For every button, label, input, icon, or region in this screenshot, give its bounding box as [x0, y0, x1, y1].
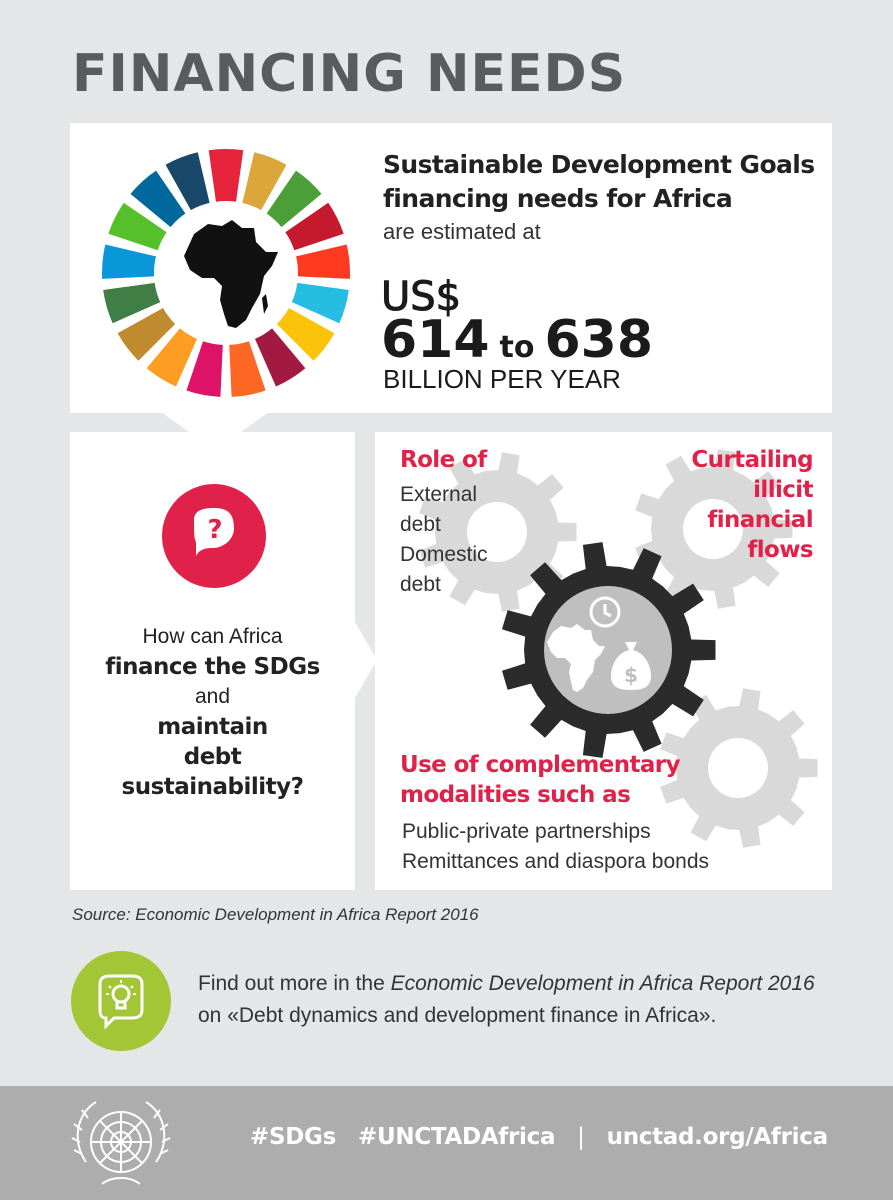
- sdg-wheel-segment: [296, 244, 350, 279]
- sdg-wheel-segment: [165, 152, 210, 211]
- curtailing-heading: Curtailing illicit financial flows: [691, 447, 813, 563]
- un-emblem-icon: [71, 1101, 171, 1185]
- role-list: External debt Domestic debt: [400, 480, 488, 600]
- range-to: to: [499, 330, 535, 365]
- financing-range: 614 to 638: [381, 310, 653, 382]
- range-low: 614: [381, 310, 490, 370]
- hashtag-unctadafrica[interactable]: #UNCTADAfrica: [358, 1124, 556, 1150]
- sdg-wheel-segment: [242, 152, 287, 211]
- sdg-wheel-segment: [229, 341, 266, 397]
- source-note: Source: Economic Development in Africa R…: [72, 905, 479, 924]
- money-bag-icon: $: [611, 642, 651, 690]
- list-item: Public-private partnerships: [402, 820, 651, 843]
- sdg-wheel-icon: [102, 148, 350, 397]
- sdg-wheel-segment: [146, 328, 197, 387]
- list-item: debt: [400, 573, 441, 596]
- sdg-wheel-segment: [276, 307, 335, 361]
- clock-icon: [589, 596, 621, 628]
- sdg-wheel-segment: [208, 148, 244, 202]
- list-item: Remittances and diaspora bonds: [402, 850, 710, 873]
- sdg-subheading: are estimated at: [383, 219, 541, 244]
- footer-links: #SDGs #UNCTADAfrica | unctad.org/Africa: [250, 1124, 828, 1150]
- sdg-heading: Sustainable Development Goals financing …: [383, 150, 815, 213]
- page-title: FINANCING NEEDS: [72, 44, 627, 104]
- sdg-wheel-segment: [266, 170, 322, 228]
- range-high: 638: [544, 310, 654, 370]
- africa-map-icon: [184, 220, 278, 328]
- sdg-wheel-segment: [291, 282, 349, 324]
- list-item: debt: [400, 513, 441, 536]
- find-more-text: Find out more in the Economic Developmen…: [198, 972, 815, 1027]
- currency-label: US$: [380, 274, 462, 320]
- question-text: How can Africa finance the SDGs and main…: [105, 625, 320, 800]
- question-bubble-icon: ?: [162, 484, 266, 588]
- lightbulb-bubble-icon: [71, 951, 171, 1051]
- divider-arrow: [355, 432, 375, 890]
- sdg-wheel-segment: [102, 244, 156, 279]
- modalities-heading: Use of complementary modalities such as: [400, 752, 681, 808]
- gears-illustration: $: [419, 449, 818, 848]
- sdg-wheel-segment: [103, 282, 161, 324]
- svg-text:?: ?: [207, 515, 222, 545]
- sdg-wheel-segment: [108, 202, 167, 251]
- sdg-wheel-segment: [285, 202, 344, 251]
- svg-text:$: $: [624, 663, 638, 687]
- hashtag-sdgs[interactable]: #SDGs: [250, 1124, 336, 1150]
- role-heading: Role of: [400, 447, 487, 473]
- africa-map-icon: [547, 624, 605, 692]
- gear-icon: [635, 449, 793, 609]
- sdg-wheel-segment: [117, 307, 176, 361]
- list-item: External: [400, 483, 478, 506]
- pointer-notch: [160, 411, 270, 451]
- sdg-wheel-segment: [186, 341, 223, 397]
- sdg-wheel-segment: [130, 170, 186, 228]
- range-unit: BILLION PER YEAR: [383, 364, 621, 394]
- list-item: Domestic: [400, 543, 488, 566]
- gear-icon: [660, 688, 818, 848]
- footer-separator: |: [577, 1124, 585, 1150]
- modalities-list: Public-private partnerships Remittances …: [402, 817, 709, 877]
- unctad-africa-link[interactable]: unctad.org/Africa: [606, 1124, 829, 1150]
- sdg-wheel-segment: [255, 328, 306, 387]
